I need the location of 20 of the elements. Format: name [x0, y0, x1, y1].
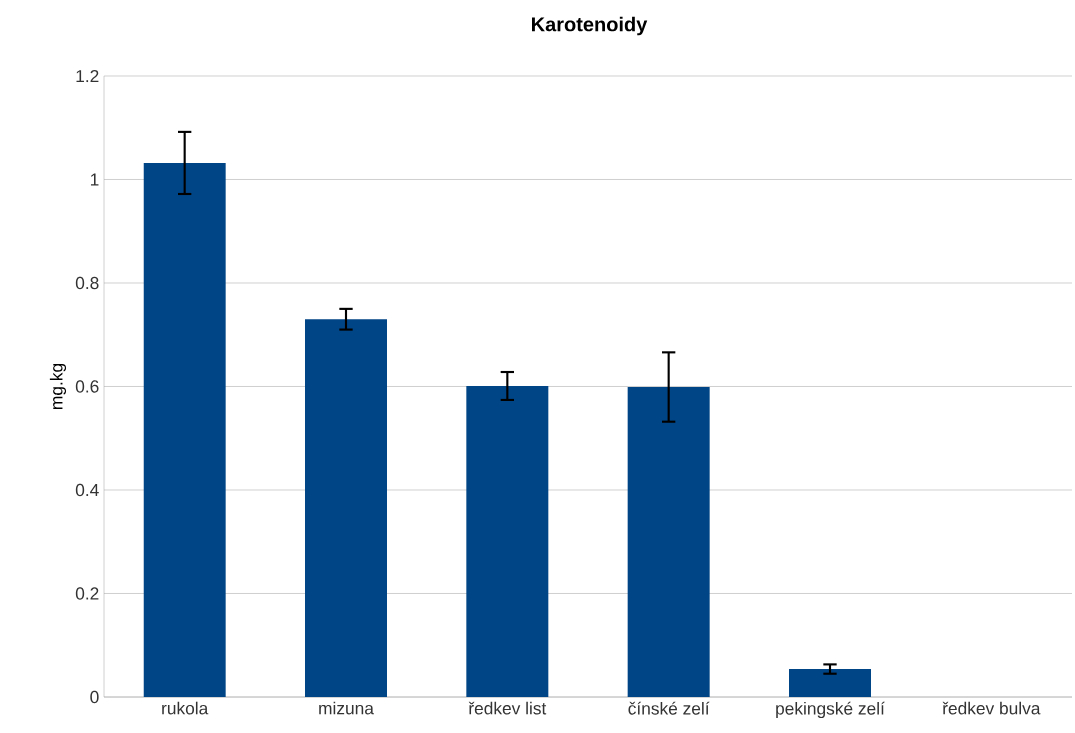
bar	[466, 385, 549, 697]
x-tick-label: rukola	[162, 701, 209, 715]
x-tick-label: ředkev list	[468, 701, 547, 715]
x-tick-label: ředkev bulva	[942, 701, 1041, 715]
y-tick-label: 0.8	[75, 276, 99, 290]
bar	[305, 319, 387, 697]
x-tick-label: čínské zelí	[628, 701, 710, 715]
y-tick-label: 0.4	[75, 483, 99, 497]
bar	[627, 387, 710, 697]
y-tick-label: 0.6	[75, 380, 99, 393]
x-tick-label: mizuna	[319, 701, 374, 715]
bar	[789, 669, 871, 697]
chart-title: Karotenoidy	[532, 16, 648, 36]
y-tick-label: 1	[90, 173, 99, 186]
y-tick-label: 0	[90, 690, 99, 704]
x-tick-label: pekingské zelí	[776, 701, 885, 719]
y-axis-title: mg.kg	[49, 364, 67, 409]
bar	[143, 162, 226, 697]
y-tick-label: 1.2	[76, 69, 99, 83]
y-tick-label: 0.2	[75, 587, 99, 600]
